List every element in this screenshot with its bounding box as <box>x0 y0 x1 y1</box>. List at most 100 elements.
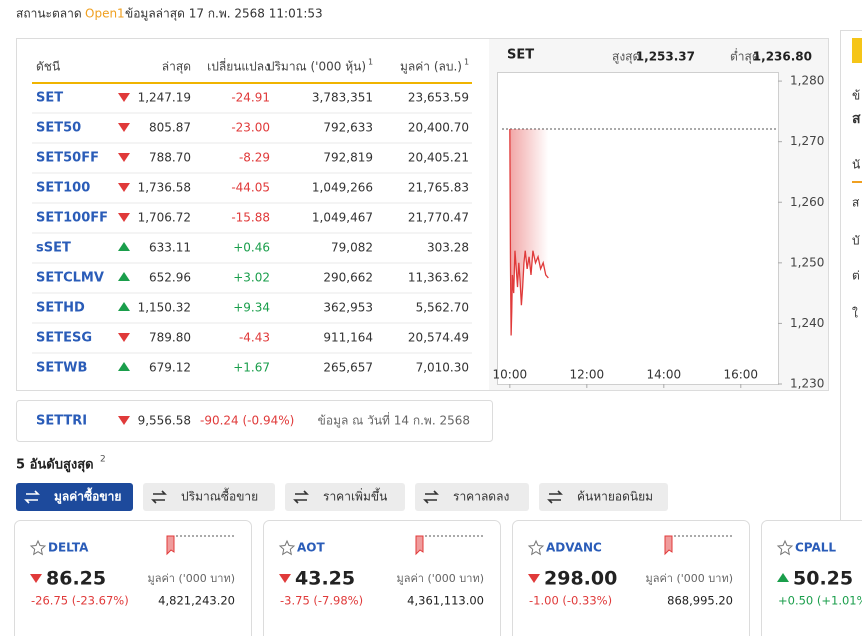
tab-label[interactable]: ค้นหายอดนิยม <box>577 490 653 504</box>
index-name[interactable]: SET50FF <box>36 151 99 166</box>
stock-value: 4,821,243.20 <box>158 594 235 608</box>
settri-panel <box>16 400 493 442</box>
settri-change: -90.24 (-0.94%) <box>200 414 294 428</box>
sparkline <box>664 535 673 556</box>
tab-label[interactable]: ราคาเพิ่มขึ้น <box>323 488 387 504</box>
index-name[interactable]: SET50 <box>36 121 81 136</box>
index-volume: 79,082 <box>331 241 373 255</box>
index-volume: 792,819 <box>323 151 373 165</box>
high-value: 1,253.37 <box>636 50 695 64</box>
tab-label[interactable]: ราคาลดลง <box>453 490 509 504</box>
star-icon[interactable] <box>278 539 296 556</box>
index-name[interactable]: SET100 <box>36 181 90 196</box>
index-value: 303.28 <box>427 241 469 255</box>
stock-symbol[interactable]: CPALL <box>795 541 836 555</box>
column-header: ปริมาณ ('000 หุ้น) <box>267 60 366 75</box>
index-name[interactable]: SET100FF <box>36 211 108 226</box>
settri-last: 9,556.58 <box>138 414 191 428</box>
column-header: เปลี่ยนแปลง <box>207 58 270 74</box>
index-volume: 792,633 <box>323 121 373 135</box>
tab[interactable] <box>539 483 668 511</box>
stock-card[interactable] <box>512 520 750 636</box>
tab[interactable] <box>415 483 529 511</box>
stock-value: 4,361,113.00 <box>407 594 484 608</box>
star-icon[interactable] <box>527 539 545 556</box>
index-change: -4.43 <box>239 331 270 345</box>
index-last: 679.12 <box>149 361 191 375</box>
settri-date: ข้อมูล ณ วันที่ 14 ก.พ. 2568 <box>318 412 470 429</box>
sidebar-text: นั <box>852 158 860 172</box>
index-change: -23.00 <box>231 121 270 135</box>
top5-note: 2 <box>100 455 106 465</box>
column-header: ดัชนี <box>36 60 60 74</box>
settri-name[interactable]: SETTRI <box>36 414 87 429</box>
tab[interactable] <box>16 483 133 511</box>
chart-title: SET <box>507 48 534 63</box>
direction-icon <box>118 153 130 162</box>
sidebar-text: ต่ <box>852 269 860 283</box>
stock-symbol[interactable]: DELTA <box>48 541 89 555</box>
status-label: สถานะตลาด <box>16 7 82 21</box>
index-volume: 3,783,351 <box>312 91 373 105</box>
index-value: 20,405.21 <box>408 151 469 165</box>
tab-icon <box>293 490 309 504</box>
index-change: -15.88 <box>231 211 270 225</box>
index-volume: 1,049,266 <box>312 181 373 195</box>
index-value: 5,562.70 <box>416 301 469 315</box>
area-fill <box>509 128 549 336</box>
sidebar-text: บั <box>852 234 860 248</box>
stock-change: +0.50 (+1.01%) <box>778 594 862 608</box>
direction-icon <box>118 93 130 102</box>
value-label: มูลค่า ('000 บาท) <box>147 572 235 585</box>
x-tick-label: 12:00 <box>570 368 605 382</box>
index-name[interactable]: sSET <box>36 241 71 256</box>
star-icon[interactable] <box>776 539 794 556</box>
tab-label[interactable]: ปริมาณซื้อขาย <box>181 488 258 504</box>
tab-icon <box>423 490 439 504</box>
index-volume: 290,662 <box>323 271 373 285</box>
index-change: +3.02 <box>233 271 270 285</box>
stock-symbol[interactable]: ADVANC <box>546 541 602 555</box>
star-icon[interactable] <box>29 539 47 556</box>
index-change: -44.05 <box>231 181 270 195</box>
direction-icon <box>118 302 130 311</box>
stock-card[interactable] <box>14 520 252 636</box>
stock-card[interactable] <box>263 520 501 636</box>
y-tick-label: 1,240 <box>790 316 824 330</box>
stock-card[interactable] <box>761 520 862 636</box>
y-tick-label: 1,260 <box>790 195 824 209</box>
index-last: 1,706.72 <box>138 211 191 225</box>
direction-icon <box>118 272 130 281</box>
index-name[interactable]: SETWB <box>36 361 87 376</box>
direction-icon <box>30 574 42 583</box>
tab[interactable] <box>143 483 275 511</box>
index-name[interactable]: SET <box>36 91 63 106</box>
index-name[interactable]: SETHD <box>36 301 85 316</box>
price-line <box>509 128 549 336</box>
stock-price: 298.00 <box>544 568 617 590</box>
stock-price: 86.25 <box>46 568 106 590</box>
status-state: Open1 <box>85 7 125 21</box>
top5-title: 5 อันดับสูงสุด <box>16 458 94 473</box>
direction-icon <box>118 416 130 425</box>
index-name[interactable]: SETESG <box>36 331 92 346</box>
direction-icon <box>777 573 789 582</box>
index-value: 11,363.62 <box>408 271 469 285</box>
direction-icon <box>118 242 130 251</box>
tab[interactable] <box>285 483 405 511</box>
sidebar-badge <box>852 38 862 63</box>
index-last: 1,247.19 <box>138 91 191 105</box>
value-label: มูลค่า ('000 บาท) <box>396 572 484 585</box>
tab-label[interactable]: มูลค่าซื้อขาย <box>54 487 121 505</box>
stock-symbol[interactable]: AOT <box>297 541 325 555</box>
index-last: 788.70 <box>149 151 191 165</box>
index-value: 21,765.83 <box>408 181 469 195</box>
index-name[interactable]: SETCLMV <box>36 271 104 286</box>
direction-icon <box>118 123 130 132</box>
index-last: 789.80 <box>149 331 191 345</box>
index-change: -8.29 <box>239 151 270 165</box>
column-header: ล่าสุด <box>162 60 191 75</box>
sparkline <box>415 535 424 556</box>
stock-price: 50.25 <box>793 568 853 590</box>
